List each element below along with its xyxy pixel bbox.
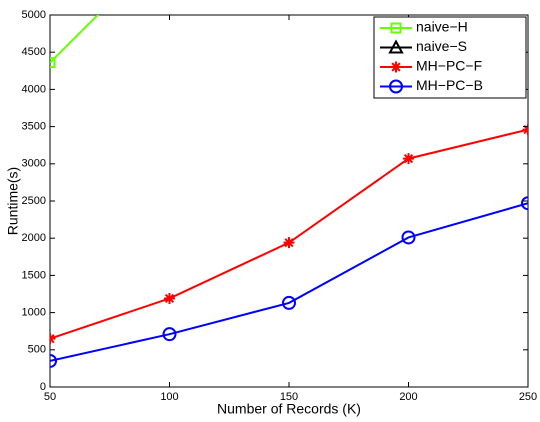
marker [283,237,295,249]
y-tick-label: 5000 [22,9,46,21]
y-axis-title: Runtime(s) [5,167,21,235]
y-tick-label: 2500 [22,195,46,207]
y-tick-label: 3000 [22,158,46,170]
y-tick-label: 500 [28,344,46,356]
y-tick-label: 1000 [22,307,46,319]
x-tick-label: 150 [280,391,298,403]
marker [390,22,402,34]
marker [390,61,402,73]
legend-label: MH−PC−F [416,58,482,74]
y-tick-label: 3500 [22,121,46,133]
series-line [50,202,528,362]
marker [522,124,528,136]
marker [164,292,175,304]
plot-layer [50,15,528,368]
marker [50,57,56,69]
marker [403,153,414,165]
legend-label: MH−PC−B [416,77,483,93]
marker [521,196,528,211]
x-tick-label: 250 [519,391,537,403]
marker [388,39,404,54]
x-tick-label: 200 [399,391,417,403]
legend-label: naive−H [416,19,468,35]
legend-label: naive−S [416,38,467,54]
y-tick-label: 0 [40,381,46,393]
x-axis-title: Number of Records (K) [217,401,361,417]
legend-box [373,16,527,99]
x-tick-label: 100 [160,391,178,403]
marker [282,295,296,310]
marker [162,327,177,342]
marker [50,333,56,345]
y-tick-label: 4000 [22,83,46,95]
marker [401,230,416,245]
y-tick-label: 4500 [22,46,46,58]
series-line [50,15,100,64]
x-tick-label: 50 [44,391,56,403]
marker [50,353,57,368]
marker [389,79,403,94]
y-tick-label: 2000 [22,232,46,244]
y-tick-label: 1500 [22,269,46,281]
